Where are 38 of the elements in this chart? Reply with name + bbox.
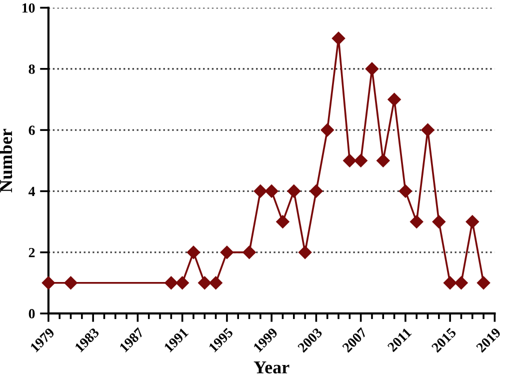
point — [264, 184, 278, 198]
point — [365, 62, 379, 76]
point — [476, 276, 490, 290]
y-tick-label: 4 — [28, 186, 35, 196]
point — [242, 246, 256, 259]
y-tick-label: 10 — [22, 3, 35, 13]
point — [298, 246, 312, 259]
x-axis-title: Year — [254, 361, 290, 374]
point — [164, 276, 178, 290]
point — [454, 276, 468, 290]
y-tick-label: 8 — [28, 64, 35, 74]
point — [254, 184, 268, 198]
point — [276, 215, 290, 228]
point — [287, 184, 300, 198]
point — [220, 246, 234, 259]
point — [443, 276, 457, 290]
point — [376, 154, 390, 168]
x-tick-label: 2011 — [387, 327, 412, 352]
point — [354, 154, 368, 168]
point — [410, 215, 424, 228]
point — [466, 215, 479, 228]
point — [209, 276, 222, 290]
point — [42, 276, 56, 290]
point — [343, 154, 356, 168]
point — [176, 276, 189, 290]
y-tick-label: 2 — [28, 248, 35, 258]
point — [398, 184, 412, 198]
point — [64, 276, 78, 290]
y-tick-label: 6 — [28, 126, 35, 135]
point — [432, 215, 446, 228]
point — [332, 32, 346, 45]
point — [421, 123, 434, 137]
point — [198, 276, 212, 290]
y-tick-label: 0 — [28, 309, 35, 318]
point — [388, 92, 401, 106]
point — [186, 246, 200, 259]
point — [320, 123, 334, 137]
point — [310, 184, 323, 198]
